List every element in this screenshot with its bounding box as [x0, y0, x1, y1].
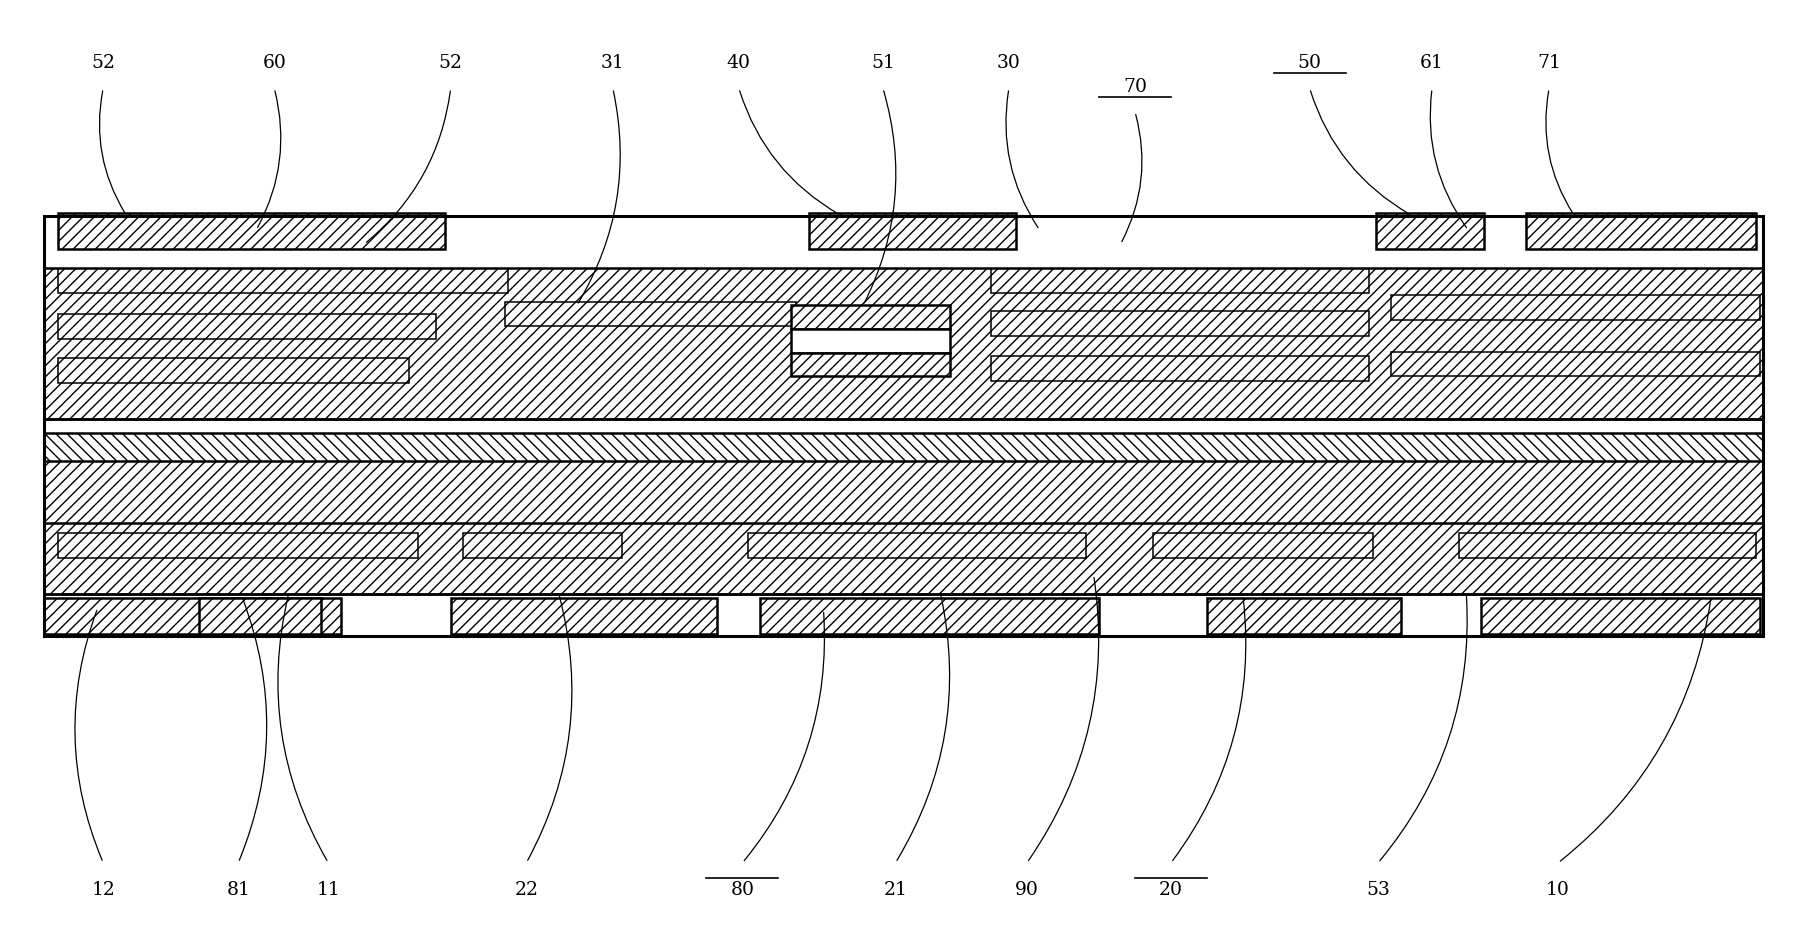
Bar [1391, 352, 1760, 377]
Text: 70: 70 [1123, 78, 1147, 96]
Bar [1482, 599, 1760, 635]
Bar [58, 359, 409, 384]
Text: 90: 90 [1015, 880, 1038, 898]
Bar [1460, 533, 1757, 558]
Bar [747, 533, 1087, 558]
Text: 52: 52 [440, 54, 463, 72]
Text: 12: 12 [90, 880, 116, 898]
Text: 21: 21 [883, 880, 908, 898]
Text: 50: 50 [1297, 54, 1322, 72]
Bar [505, 303, 796, 327]
Bar [43, 433, 1764, 524]
Bar [43, 216, 1764, 637]
Bar [463, 533, 622, 558]
Text: 81: 81 [226, 880, 250, 898]
Bar [1207, 599, 1402, 635]
Bar [58, 269, 508, 294]
Text: 60: 60 [262, 54, 286, 72]
Text: 80: 80 [731, 880, 754, 898]
Bar [58, 533, 418, 558]
Text: 53: 53 [1366, 880, 1389, 898]
Bar [791, 329, 950, 353]
Bar [1152, 533, 1373, 558]
Bar [791, 353, 950, 377]
Text: 22: 22 [514, 880, 539, 898]
Bar [791, 306, 950, 329]
Bar [450, 599, 716, 635]
Bar [58, 213, 445, 249]
Text: 40: 40 [727, 54, 751, 72]
Bar [43, 599, 340, 635]
Text: 20: 20 [1160, 880, 1183, 898]
Text: 52: 52 [90, 54, 116, 72]
Bar [1377, 213, 1485, 249]
Bar [809, 213, 1017, 249]
Text: 51: 51 [870, 54, 895, 72]
Text: 10: 10 [1547, 880, 1570, 898]
Text: 31: 31 [601, 54, 624, 72]
Bar [1525, 213, 1757, 249]
Bar [1391, 296, 1760, 320]
Bar [199, 599, 320, 635]
Text: 30: 30 [997, 54, 1020, 72]
Bar [991, 357, 1369, 382]
Bar [991, 269, 1369, 294]
Bar [58, 314, 436, 339]
Text: 11: 11 [317, 880, 340, 898]
Bar [43, 462, 1764, 594]
Bar [760, 599, 1100, 635]
Text: 61: 61 [1420, 54, 1444, 72]
Text: 71: 71 [1538, 54, 1561, 72]
Bar [43, 268, 1764, 420]
Bar [991, 312, 1369, 336]
